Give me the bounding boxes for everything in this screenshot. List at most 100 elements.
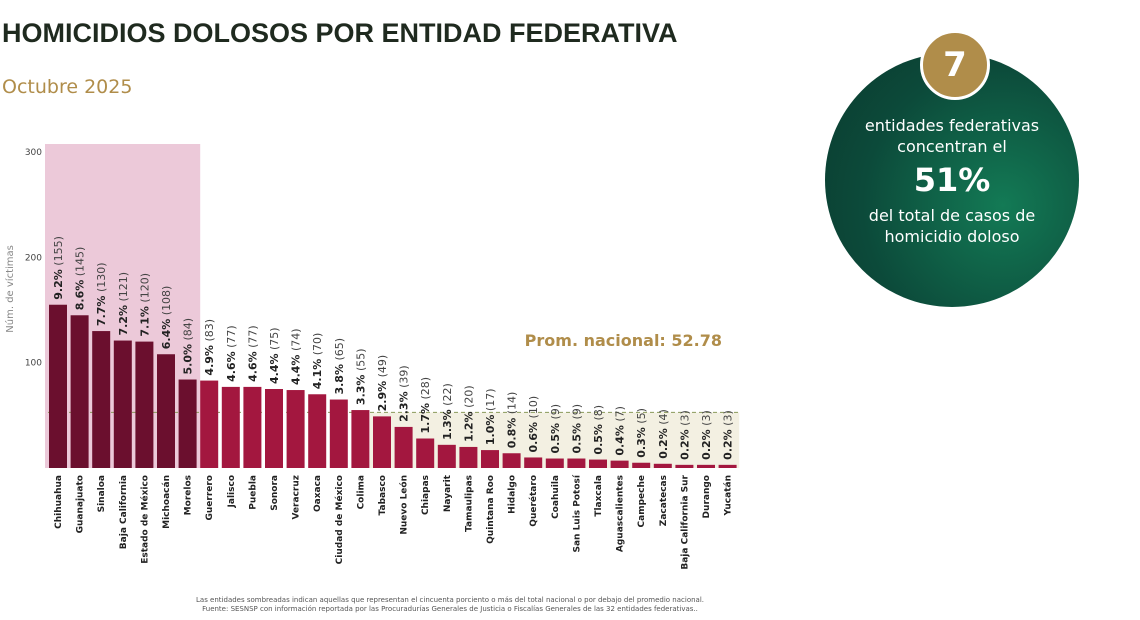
bar-Aguascalientes: [610, 460, 629, 468]
data-label: 5.0% (84): [182, 318, 195, 375]
x-tick-label: Michoacán: [162, 475, 172, 529]
data-label: 0.3% (5): [635, 408, 648, 458]
bar-Veracruz: [286, 390, 305, 468]
bar-Tlaxcala: [589, 459, 607, 468]
x-tick-label: Sinaloa: [97, 475, 107, 512]
bar-Sonora: [265, 389, 283, 468]
callout-number-badge: 7: [920, 30, 990, 100]
x-tick-label: Morelos: [184, 475, 194, 515]
callout-line2: concentran el: [897, 137, 1007, 156]
data-label: 4.4% (74): [290, 328, 303, 385]
bar-Sinaloa: [92, 331, 111, 468]
data-label: 7.7% (130): [95, 262, 108, 326]
x-tick-label: Colima: [356, 475, 366, 509]
callout-percent: 51%: [913, 161, 991, 199]
x-tick-label: Sonora: [270, 475, 280, 511]
bar-Nayarit: [437, 444, 456, 468]
bar-Ciudad de México: [329, 399, 348, 468]
x-tick-label: Tabasco: [378, 475, 388, 515]
x-tick-label: Guanajuato: [76, 475, 86, 533]
callout-line3: del total de casos de: [868, 206, 1036, 225]
bar-chart: 100 200 300 Núm. de víctimas Prom. nacional:…: [4, 144, 740, 570]
data-label: 0.8% (14): [506, 392, 519, 449]
data-label: 1.2% (20): [462, 385, 475, 442]
x-tick-label: Ciudad de México: [334, 475, 345, 564]
bar-Baja California Sur: [675, 464, 694, 468]
x-tick-label: Querétaro: [528, 475, 539, 527]
x-tick-label: Chiapas: [421, 475, 431, 515]
y-tick-label: 100: [25, 359, 42, 369]
x-tick-label: Baja California Sur: [680, 474, 690, 569]
bar-Durango: [697, 464, 715, 468]
bar-Puebla: [243, 386, 262, 468]
data-label: 8.6% (145): [74, 247, 87, 311]
x-tick-label: Puebla: [248, 475, 258, 510]
bar-Campeche: [632, 462, 651, 468]
x-tick-label: Campeche: [637, 475, 647, 527]
data-label: 2.3% (39): [398, 365, 411, 422]
bar-Yucatán: [718, 464, 737, 468]
data-label: 9.2% (155): [52, 236, 65, 300]
data-label: 0.2% (3): [700, 410, 713, 460]
x-tick-label: Nuevo León: [399, 475, 410, 535]
data-label: 2.9% (49): [376, 355, 389, 412]
bar-Jalisco: [221, 386, 240, 468]
page-subtitle: Octubre 2025: [2, 76, 133, 98]
bar-Hidalgo: [502, 453, 521, 468]
data-label: 0.2% (3): [722, 410, 735, 460]
bar-San Luis Potosí: [567, 458, 586, 468]
page-title: HOMICIDIOS DOLOSOS POR ENTIDAD FEDERATIV…: [2, 18, 678, 48]
data-label: 7.1% (120): [138, 273, 151, 337]
bar-Nuevo León: [394, 426, 413, 468]
bar-Quintana Roo: [481, 450, 499, 468]
x-tick-label: Tlaxcala: [594, 475, 604, 517]
x-tick-label: Quintana Roo: [486, 475, 496, 544]
bar-Estado de México: [135, 341, 154, 468]
bar-Baja California: [113, 340, 132, 468]
bar-Querétaro: [524, 457, 543, 468]
data-label: 0.5% (9): [549, 404, 562, 454]
x-tick-label: Hidalgo: [508, 475, 518, 514]
data-label: 3.3% (55): [354, 348, 367, 405]
x-tick-label: Coahuila: [551, 475, 561, 519]
x-tick-label: Veracruz: [292, 475, 302, 520]
data-label: 4.6% (77): [246, 325, 259, 382]
data-label: 3.8% (65): [333, 338, 346, 395]
y-axis-label: Núm. de víctimas: [4, 245, 16, 333]
footnote-source: Fuente: SESNSP con información reportada…: [202, 605, 698, 613]
x-tick-label: Aguascalientes: [616, 475, 626, 552]
y-tick-label: 200: [25, 253, 42, 263]
callout-line1: entidades federativas: [864, 116, 1040, 135]
bar-Colima: [351, 410, 370, 468]
data-label: 0.2% (4): [657, 409, 670, 459]
footnote-line1: Las entidades sombreadas indican aquella…: [196, 596, 704, 604]
x-tick-label: San Luis Potosí: [572, 474, 582, 552]
x-tick-label: Nayarit: [443, 474, 453, 512]
bar-Tabasco: [373, 416, 391, 468]
data-label: 4.1% (70): [311, 333, 324, 390]
data-label: 0.6% (10): [527, 396, 540, 453]
data-label: 0.4% (7): [614, 406, 627, 456]
x-tick-label: Guerrero: [205, 475, 215, 521]
bar-Chiapas: [416, 438, 435, 468]
bar-Guanajuato: [70, 315, 89, 468]
data-label: 0.5% (8): [592, 405, 605, 455]
x-tick-label: Baja California: [119, 475, 129, 549]
x-tick-label: Estado de México: [139, 475, 150, 564]
data-label: 1.0% (17): [484, 388, 497, 445]
data-label: 0.2% (3): [678, 410, 691, 460]
y-tick-label: 300: [25, 148, 42, 158]
data-label: 4.6% (77): [225, 325, 238, 382]
data-label: 0.5% (9): [570, 404, 583, 454]
data-label: 1.3% (22): [441, 383, 454, 440]
bar-Guerrero: [200, 380, 219, 468]
data-label: 7.2% (121): [117, 272, 130, 336]
x-tick-label: Zacatecas: [659, 475, 669, 526]
x-tick-label: Yucatán: [724, 475, 734, 516]
data-label: 4.4% (75): [268, 327, 281, 384]
average-label: Prom. nacional: 52.78: [525, 331, 722, 350]
bar-Zacatecas: [653, 463, 672, 468]
callout-line4: homicidio doloso: [884, 227, 1020, 246]
bar-Michoacán: [157, 354, 175, 468]
bar-Morelos: [178, 379, 197, 468]
